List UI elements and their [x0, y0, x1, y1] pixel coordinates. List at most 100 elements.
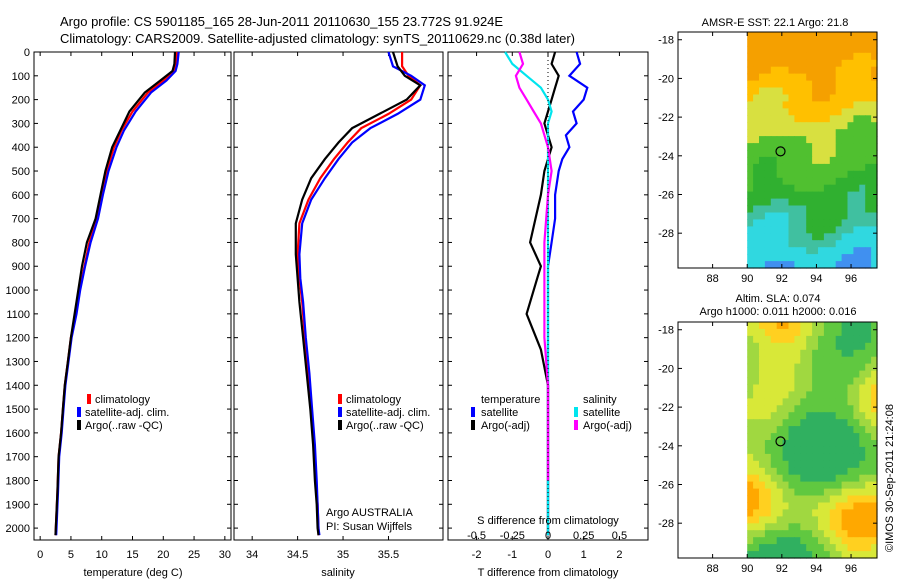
map-cell: [759, 254, 766, 262]
map-cell: [823, 537, 831, 545]
map-cell: [865, 398, 872, 406]
map-cell: [865, 163, 872, 172]
map-cell: [871, 177, 878, 186]
map-cell: [753, 377, 760, 385]
map-cell: [776, 335, 784, 344]
map-cell: [776, 163, 784, 172]
map-cell: [847, 219, 854, 227]
map-cell: [818, 342, 825, 351]
map-cell: [859, 419, 866, 427]
map-cell: [859, 544, 866, 552]
map-cell: [847, 66, 854, 75]
map-cell: [823, 150, 831, 158]
map-cell: [818, 391, 825, 399]
map-cell: [776, 426, 784, 434]
map-cell: [847, 254, 854, 262]
map-cell: [800, 177, 807, 186]
map-cell: [871, 254, 878, 262]
map-cell: [853, 426, 860, 434]
map-cell: [782, 322, 790, 330]
map-cell: [764, 405, 772, 413]
map-cell: [800, 115, 807, 123]
map-cell: [759, 247, 766, 255]
s-tick-label: -0.25: [500, 530, 525, 542]
map-cell: [759, 502, 766, 510]
map-cell: [829, 163, 837, 172]
x-tick-label: 2: [616, 549, 622, 561]
map-cell: [871, 405, 878, 413]
map-cell: [782, 544, 790, 552]
map-cell: [806, 530, 813, 538]
map-cell: [818, 495, 825, 503]
map-cell: [753, 45, 760, 54]
map-cell: [800, 516, 807, 524]
map-cell: [812, 405, 819, 413]
map-cell: [788, 150, 795, 158]
map-cell: [782, 467, 790, 476]
map-cell: [770, 261, 778, 269]
map-cell: [806, 412, 813, 420]
map-cell: [841, 363, 849, 372]
x-tick-label: 96: [845, 273, 857, 285]
x-tick-label: 0: [545, 549, 551, 561]
map-cell: [747, 322, 754, 330]
map-cell: [818, 254, 825, 262]
map-cell: [806, 391, 813, 399]
map-cell: [770, 523, 778, 531]
map-cell: [871, 247, 878, 255]
map-cell: [788, 136, 795, 144]
map-cell: [759, 184, 766, 193]
map-cell: [853, 66, 860, 75]
map-cell: [800, 405, 807, 413]
map-cell: [841, 163, 849, 172]
map-cell: [782, 101, 790, 109]
map-cell: [818, 177, 825, 186]
map-cell: [823, 551, 831, 559]
map-cell: [776, 226, 784, 234]
map-cell: [753, 419, 760, 427]
map-cell: [847, 446, 854, 455]
map-cell: [812, 59, 819, 68]
map-cell: [812, 398, 819, 406]
map-cell: [753, 129, 760, 137]
y-tick-label: -20: [658, 363, 674, 375]
map-cell: [794, 349, 801, 358]
map-cell: [818, 240, 825, 248]
map-cell: [818, 156, 825, 165]
map-cell: [753, 247, 760, 255]
map-cell: [800, 342, 807, 351]
map-cell: [871, 440, 878, 448]
map-cell: [859, 426, 866, 434]
map-cell: [776, 136, 784, 144]
map-cell: [853, 170, 860, 179]
map-cell: [753, 446, 760, 455]
map-cell: [859, 384, 866, 392]
map-cell: [800, 398, 807, 406]
map-cell: [847, 226, 854, 234]
map-cell: [853, 32, 860, 40]
map-cell: [841, 537, 849, 545]
map-cell: [794, 391, 801, 399]
map-cell: [806, 433, 813, 441]
map-cell: [764, 356, 772, 365]
map-cell: [841, 495, 849, 503]
map-cell: [841, 94, 849, 102]
map-cell: [853, 433, 860, 441]
map-cell: [865, 233, 872, 241]
map-cell: [823, 322, 831, 330]
map-cell: [770, 212, 778, 220]
map-cell: [871, 191, 878, 200]
x-tick-label: 5: [68, 549, 74, 561]
map-cell: [871, 495, 878, 503]
y-tick-label: 1900: [6, 499, 30, 511]
map-cell: [764, 52, 772, 61]
map-cell: [776, 191, 784, 200]
map-cell: [812, 481, 819, 490]
map-cell: [829, 467, 837, 476]
map-cell: [865, 530, 872, 538]
series-line-t-argo-adj-: [525, 51, 560, 536]
map-cell: [800, 322, 807, 330]
map-cell: [847, 80, 854, 89]
map-cell: [788, 433, 795, 441]
map-cell: [776, 377, 784, 385]
